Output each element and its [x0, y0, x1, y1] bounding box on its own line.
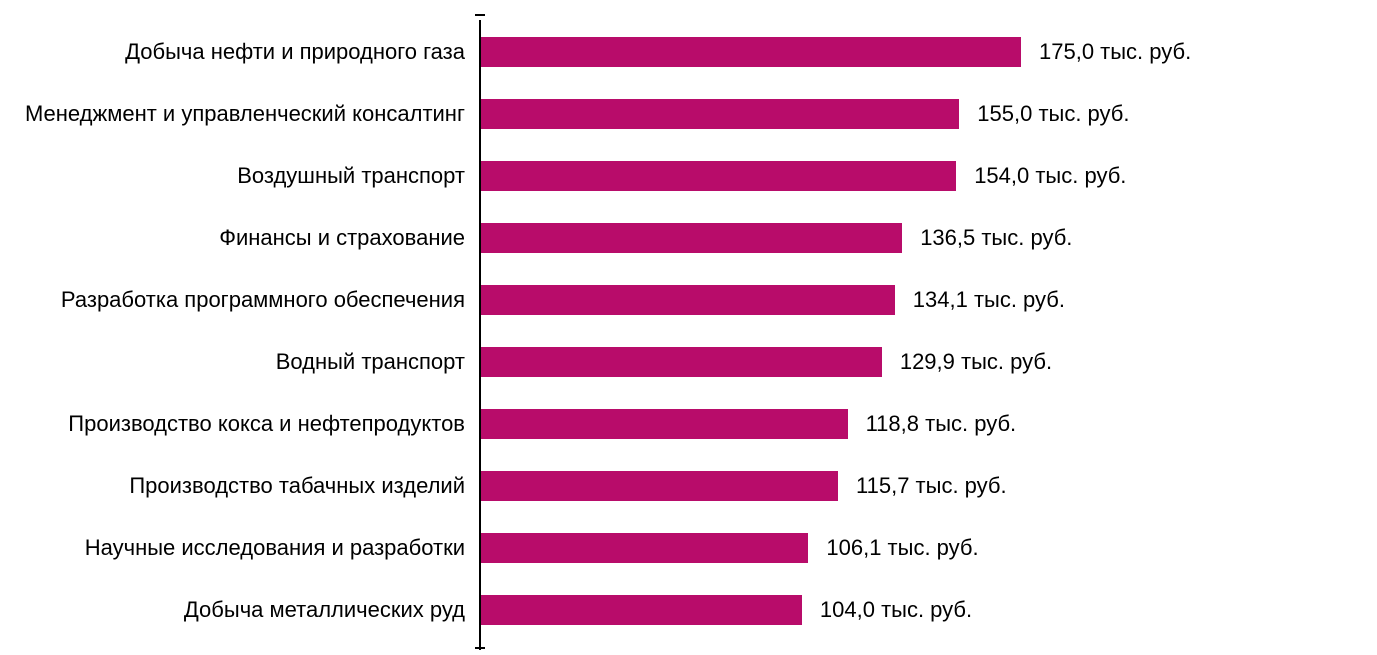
bar — [481, 533, 808, 563]
chart-row: Добыча нефти и природного газа 175,0 тыс.… — [30, 34, 1350, 70]
value-label: 154,0 тыс. руб. — [974, 163, 1126, 189]
category-label: Разработка программного обеспечения — [61, 287, 465, 313]
category-label: Производство табачных изделий — [129, 473, 465, 499]
axis-tick — [475, 14, 485, 16]
bar — [481, 595, 802, 625]
value-label: 136,5 тыс. руб. — [920, 225, 1072, 251]
bar — [481, 471, 838, 501]
bar — [481, 409, 848, 439]
category-label: Добыча металлических руд — [184, 597, 465, 623]
chart-row: Финансы и страхование 136,5 тыс. руб. — [30, 220, 1350, 256]
bar — [481, 347, 882, 377]
category-label: Добыча нефти и природного газа — [125, 39, 465, 65]
bar — [481, 161, 956, 191]
category-label: Финансы и страхование — [219, 225, 465, 251]
chart-row: Добыча металлических руд 104,0 тыс. руб. — [30, 592, 1350, 628]
category-label: Воздушный транспорт — [237, 163, 465, 189]
value-label: 129,9 тыс. руб. — [900, 349, 1052, 375]
bar — [481, 99, 959, 129]
bar — [481, 223, 902, 253]
value-label: 155,0 тыс. руб. — [977, 101, 1129, 127]
chart-row: Разработка программного обеспечения 134,1… — [30, 282, 1350, 318]
chart-row: Менеджмент и управленческий консалтинг15… — [30, 96, 1350, 132]
chart-row: Производство табачных изделий 115,7 тыс. … — [30, 468, 1350, 504]
chart-row: Научные исследования и разработки 106,1 т… — [30, 530, 1350, 566]
value-label: 115,7 тыс. руб. — [856, 473, 1007, 499]
chart-row: Водный транспорт 129,9 тыс. руб. — [30, 344, 1350, 380]
axis-tick — [475, 647, 485, 649]
value-label: 175,0 тыс. руб. — [1039, 39, 1191, 65]
category-label: Научные исследования и разработки — [85, 535, 465, 561]
bar — [481, 285, 895, 315]
chart-row: Воздушный транспорт 154,0 тыс. руб. — [30, 158, 1350, 194]
value-label: 134,1 тыс. руб. — [913, 287, 1065, 313]
value-label: 106,1 тыс. руб. — [826, 535, 978, 561]
value-label: 104,0 тыс. руб. — [820, 597, 972, 623]
category-label: Менеджмент и управленческий консалтинг — [25, 101, 465, 127]
category-label: Водный транспорт — [276, 349, 465, 375]
bar — [481, 37, 1021, 67]
value-label: 118,8 тыс. руб. — [866, 411, 1017, 437]
chart-container: Добыча нефти и природного газа 175,0 тыс.… — [30, 20, 1350, 650]
category-label: Производство кокса и нефтепродуктов — [68, 411, 465, 437]
chart-row: Производство кокса и нефтепродуктов 118,8… — [30, 406, 1350, 442]
